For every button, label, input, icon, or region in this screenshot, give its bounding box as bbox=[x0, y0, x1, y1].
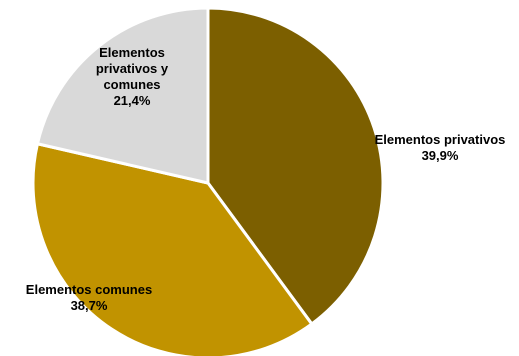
slice-name-label: privativos y bbox=[96, 61, 169, 76]
pie-slice-3 bbox=[35, 6, 210, 185]
slice-name-label: Elementos privativos bbox=[375, 132, 506, 147]
slice-name-label: Elementos bbox=[99, 45, 165, 60]
slice-name-label: Elementos comunes bbox=[26, 282, 152, 297]
slice-value-label: 38,7% bbox=[71, 298, 108, 313]
slice-name-label: comunes bbox=[103, 77, 160, 92]
pie-slices bbox=[31, 6, 385, 356]
slice-value-label: 39,9% bbox=[422, 148, 459, 163]
slice-value-label: 21,4% bbox=[114, 93, 151, 108]
pie-slice-2 bbox=[31, 142, 314, 356]
pie-slice-1 bbox=[206, 6, 385, 326]
